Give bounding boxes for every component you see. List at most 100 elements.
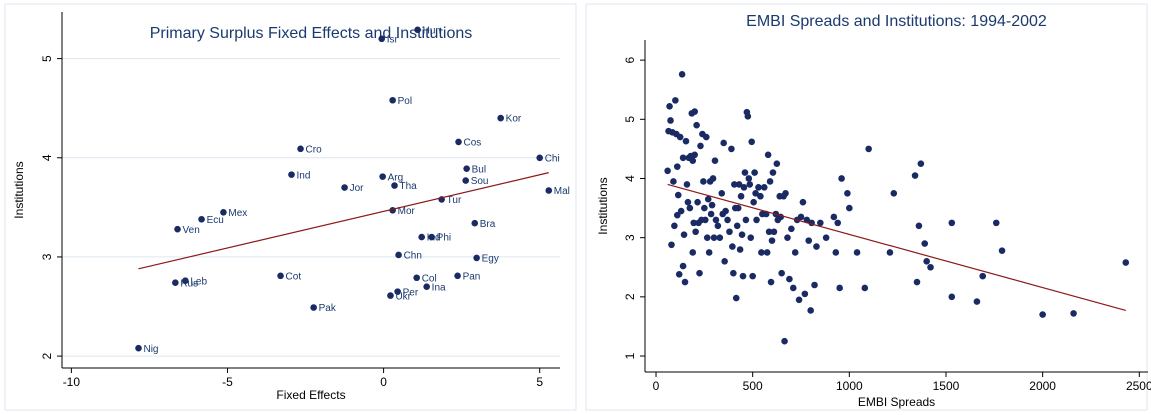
point [744,113,752,120]
x-tick-label: 2000 [1029,379,1056,393]
point [686,204,694,212]
point [726,228,733,236]
point [773,160,781,167]
point-label: Cot [286,271,302,282]
point [749,272,756,280]
point-label: Ven [183,225,200,236]
point [757,192,764,200]
point [784,234,791,241]
x-tick-label: 1000 [836,379,863,393]
point [696,269,703,277]
point [735,181,743,188]
point [395,251,402,259]
point [378,35,386,43]
point [1122,259,1130,266]
point [471,219,479,227]
point [536,154,544,162]
point [721,258,728,265]
point [911,172,919,179]
point-label: Rus [180,278,198,289]
point [751,169,758,176]
point [701,204,708,212]
point [766,178,774,185]
point [310,304,317,311]
point [915,222,923,230]
point [807,307,814,314]
point [418,233,425,241]
point-label: Chn [404,251,422,262]
point [135,344,142,352]
point [992,219,1000,227]
point-label: Leb [190,276,207,287]
point [740,184,748,191]
point-label: Tha [400,181,418,192]
point-label: Mex [228,208,247,219]
point [423,283,430,290]
point-label: Ind [296,170,310,181]
point-label: Bra [480,219,496,230]
point [716,234,724,241]
point [692,228,699,236]
point [768,237,776,244]
point [679,154,687,162]
point [691,151,698,159]
y-tick-label: 1 [623,352,637,359]
point [697,142,704,150]
point [927,263,934,271]
x-tick-label: 0 [653,379,660,393]
point [758,249,765,256]
point [705,249,713,256]
point [786,275,793,283]
point-label: Per [403,287,419,298]
point [714,222,722,230]
point [913,278,921,286]
point [391,182,398,189]
point [753,216,760,224]
point-label: Ina [432,282,446,293]
point [1070,310,1077,317]
point [886,249,894,256]
point [463,165,470,172]
point [838,175,845,182]
point [709,175,717,182]
point [921,240,929,247]
point [722,207,729,215]
point [834,219,842,227]
point [732,294,740,302]
y-tick-label: 2 [40,352,54,359]
point [733,222,741,230]
point [341,184,348,191]
point [670,178,677,185]
point-label: Pak [319,303,337,314]
point [671,222,678,230]
point [679,262,687,270]
point [737,192,745,200]
point [979,272,987,280]
y-tick-label: 4 [623,175,637,182]
y-axis-label: Institutions [596,177,610,234]
point [711,157,719,165]
point [680,231,688,239]
point [795,296,803,304]
chart-title: EMBI Spreads and Institutions: 1994-2002 [746,13,1047,30]
point [712,216,720,224]
point [683,181,691,188]
point [832,249,840,256]
point-label: Bul [472,164,486,175]
y-tick-label: 3 [623,234,637,241]
point [389,96,396,104]
point [865,145,872,153]
x-tick-label: 0 [380,375,387,389]
point [674,191,682,199]
point [846,204,853,212]
point-label: Pol [398,96,412,107]
point [728,145,735,153]
point [673,163,681,170]
point-label: Kor [506,114,522,125]
point-label: Isr [387,34,399,45]
point [277,272,284,280]
point [948,219,956,227]
point [730,269,737,277]
